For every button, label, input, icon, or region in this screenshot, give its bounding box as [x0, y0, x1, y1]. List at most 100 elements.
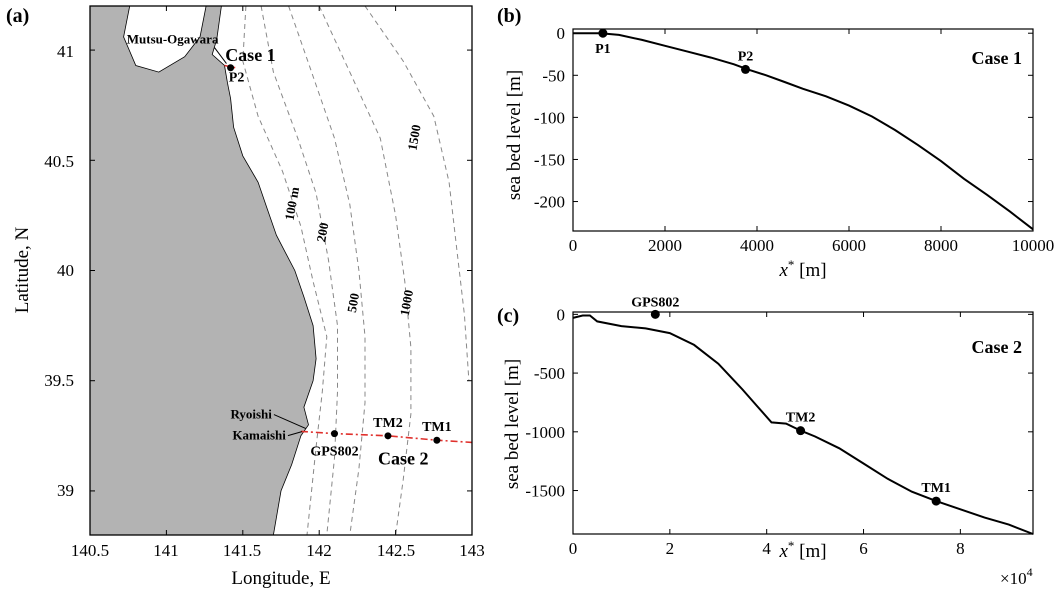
ytick-label: -1500	[525, 482, 565, 501]
case1-xlabel-unit: [m]	[794, 260, 826, 281]
map-xtick-label: 142.5	[377, 541, 415, 560]
bay-water	[123, 5, 207, 73]
ytick-label: -150	[534, 150, 565, 169]
xtick-label: 0	[569, 236, 578, 255]
ytick-label: -1000	[525, 423, 565, 442]
contour-label: 100 m	[282, 186, 303, 222]
leader-line	[214, 47, 227, 64]
profile-point-marker	[931, 496, 941, 506]
map-point-marker	[384, 432, 392, 440]
depth-contour	[318, 5, 412, 536]
case2-ylabel: sea bed level [m]	[502, 359, 523, 489]
map-ytick-label: 40	[57, 261, 74, 280]
case1-ylabel: sea bed level [m]	[504, 70, 525, 200]
contour-label: 500	[344, 292, 362, 314]
case1-title: Case 1	[972, 48, 1023, 68]
map-point-label: TM2	[373, 416, 403, 431]
panel-a: (a) 39 39.5 40 40.5 41 140.5 141 141.5 1…	[6, 5, 485, 589]
contour-label: 1500	[404, 123, 423, 151]
map-ytick-label: 40.5	[44, 152, 74, 171]
profile-point-marker	[741, 64, 750, 74]
map-point-label: TM1	[422, 420, 452, 435]
xtick-label: 2	[666, 539, 675, 558]
case2-xlabel-unit: [m]	[794, 541, 826, 562]
map-case-label: Case 2	[378, 448, 429, 468]
xtick-label: 0	[569, 539, 578, 558]
profile-point-marker	[796, 426, 806, 436]
case1-plot: 0 2000 4000 6000 8000 10000 0 -50 -100 -150 -200 P1…	[534, 24, 1054, 255]
case1-xlabel-sup: *	[788, 257, 795, 272]
seabed-profile-line	[573, 32, 1034, 231]
plot-frame	[572, 311, 1034, 535]
ytick-label: 0	[557, 24, 566, 43]
profile-point-label: P1	[595, 42, 611, 57]
contour-label: 1000	[397, 289, 416, 317]
depth-contour	[288, 5, 366, 536]
map-point-marker	[433, 436, 441, 444]
map-ytick-label: 39	[57, 481, 74, 500]
panel-b-label: (b)	[497, 5, 521, 27]
map-ytick-label: 39.5	[44, 371, 74, 390]
land-mass	[89, 5, 317, 536]
place-label: Kamaishi	[232, 428, 286, 443]
map-point-marker	[330, 430, 338, 438]
plot-frame	[572, 28, 1034, 232]
map-xtick-label: 142	[306, 541, 332, 560]
map-ylabel: Latitude, N	[12, 226, 33, 313]
leader-line	[287, 431, 303, 437]
case2-xlabel-sup: *	[788, 538, 795, 553]
xtick-label: 6000	[832, 236, 866, 255]
panel-b: (b) 0 2000 4000 6000 8000 10000 0 -50 -100 -150 -2…	[497, 5, 1054, 281]
map-xlabel: Longitude, E	[231, 568, 330, 589]
map-point-label: GPS802	[310, 445, 358, 460]
xtick-label: 4000	[740, 236, 774, 255]
ytick-label: -200	[534, 193, 565, 212]
case1-xlabel-var: x	[778, 260, 788, 281]
xtick-label: 4	[762, 539, 771, 558]
map-point-marker	[227, 64, 235, 72]
case1-xlabel: x* [m]	[778, 257, 826, 281]
profile-point-marker	[598, 28, 608, 38]
ytick-label: -50	[542, 66, 565, 85]
map-point-label: P2	[229, 71, 245, 86]
panel-c: (c) 0 2 4 6 8 0 -500 -1000 -1500 GPS802 TM2 TM1 Cas…	[497, 295, 1034, 588]
depth-contour	[260, 5, 338, 536]
profile-point-label: TM1	[921, 481, 951, 496]
map-xtick-label: 140.5	[71, 541, 109, 560]
ytick-label: -100	[534, 108, 565, 127]
case2-x-multiplier: ×104	[1000, 565, 1033, 588]
map-content: 100 m 200 500 1000 1500 P2 GPS802 TM2 TM1 Mutsu-O…	[89, 5, 473, 536]
case2-xlabel-var: x	[778, 541, 788, 562]
panel-a-label: (a)	[6, 5, 29, 27]
case2-x-multiplier-exp: 4	[1027, 565, 1033, 579]
depth-contour	[242, 5, 328, 536]
map-xtick-label: 141.5	[223, 541, 261, 560]
ytick-label: 0	[557, 305, 566, 324]
profile-point-marker	[650, 309, 660, 319]
xtick-label: 6	[859, 539, 868, 558]
contour-label: 200	[313, 221, 331, 243]
case2-x-multiplier-base: ×10	[1000, 569, 1027, 588]
map-xtick-label: 143	[459, 541, 485, 560]
xtick-label: 10000	[1012, 236, 1055, 255]
map-frame	[89, 5, 473, 536]
panel-c-label: (c)	[497, 305, 519, 327]
case2-xlabel: x* [m]	[778, 538, 826, 562]
profile-point-label: GPS802	[631, 295, 679, 310]
map-ytick-label: 41	[57, 42, 74, 61]
case2-plot: 0 2 4 6 8 0 -500 -1000 -1500 GPS802 TM2 TM1	[525, 295, 1034, 558]
place-label: Mutsu-Ogawara	[127, 32, 219, 47]
xtick-label: 8000	[924, 236, 958, 255]
profile-point-label: P2	[738, 49, 754, 64]
xtick-label: 8	[956, 539, 965, 558]
leader-line	[273, 414, 307, 430]
xtick-label: 2000	[648, 236, 682, 255]
case2-title: Case 2	[972, 337, 1023, 357]
place-label: Ryoishi	[230, 407, 272, 422]
map-xtick-label: 141	[153, 541, 179, 560]
ytick-label: -500	[534, 364, 565, 383]
depth-contour	[364, 5, 470, 381]
map-case-label: Case 1	[225, 45, 276, 65]
profile-point-label: TM2	[786, 411, 816, 426]
